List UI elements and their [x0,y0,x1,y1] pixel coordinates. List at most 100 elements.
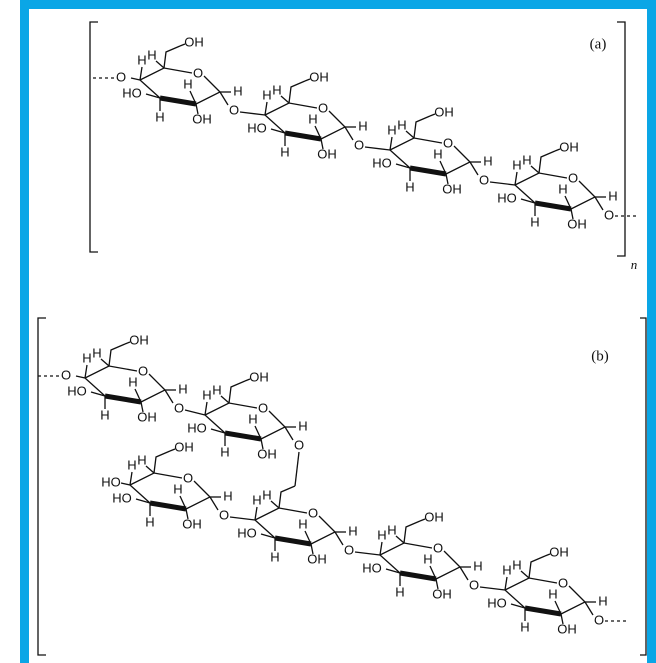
atom-label: H [348,523,357,538]
atom-label: H [183,76,192,91]
atom-label: OH [192,111,212,126]
atom-label: H [137,452,146,467]
ring-bond-bold [525,608,561,614]
atom-label: OH [557,621,577,636]
atom-label: HO [362,560,382,575]
bond [380,542,382,555]
glycosidic-bond [230,517,255,520]
atom-label: H [223,488,232,503]
atom-label: H [483,153,492,168]
frame-left [20,0,29,663]
bond [205,402,207,415]
atom-label: H [100,407,109,422]
atom-label: O [174,400,184,415]
glycosidic-bond [185,410,205,415]
ring-bond-bold [535,203,571,209]
glycosidic-bond [355,552,380,555]
atom-label: H [280,144,289,159]
atom-label: H [233,83,242,98]
atom-label: HO [67,383,87,398]
atom-label: H [473,558,482,573]
atom-label: OH [182,516,202,531]
atom-label: H [137,52,146,67]
bond [345,127,353,140]
atom-label: O [354,137,364,152]
atom-label: OH [257,446,277,461]
atom-label: OH [184,34,204,49]
atom-label: OH [442,181,462,196]
bond [470,162,478,175]
atom-label: OH [129,332,149,347]
atom-label: O [193,65,203,80]
atom-label: OH [559,139,579,154]
bracket-right [617,22,625,256]
atom-label: H [423,551,432,566]
atom-label: H [512,157,521,172]
atom-label: H [308,111,317,126]
atom-label: O [318,100,328,115]
atom-label: H [82,350,91,365]
atom-label: O [308,505,318,520]
ring-bond-bold [285,133,321,139]
bond [265,102,267,115]
atom-label: HO [101,474,121,489]
atom-label: H [397,117,406,132]
atom-label: H [298,418,307,433]
atom-label: H [512,557,521,572]
atom-label: O [294,437,304,452]
bond [130,472,132,485]
bond [460,567,468,580]
bond [335,532,343,545]
atom-label: H [520,619,529,634]
atom-label: H [252,492,261,507]
atom-label: H [262,487,271,502]
bond [165,390,173,403]
atom-label: H [178,381,187,396]
atom-label: O [138,363,148,378]
atom-label: OH [137,409,157,424]
bond [156,61,164,68]
bond [221,396,229,403]
bond [131,78,140,80]
atom-label: O [568,170,578,185]
ring-bond-bold [400,573,436,579]
bond [210,497,218,510]
atom-label: O [61,367,71,382]
atom-label: OH [317,146,337,161]
bond [255,507,257,520]
atom-label: OH [307,551,327,566]
glycosidic-bond [365,147,390,150]
ch2-bond [404,521,420,543]
bond [285,427,293,440]
atom-label: OH [424,509,444,524]
atom-label: O [469,577,479,592]
atom-label: O [594,612,604,627]
ring-bond-bold [275,538,311,544]
atom-label: H [220,444,229,459]
frame-right [647,0,656,663]
ch2-bond [109,344,125,366]
atom-label: OH [174,439,194,454]
atom-label: O [479,172,489,187]
bond [515,172,517,185]
glycosidic-bond [490,182,515,185]
atom-label: HO [487,595,507,610]
atom-label: H [173,481,182,496]
atom-label: H [248,411,257,426]
atom-label: H [530,214,539,229]
bracket-left [38,318,46,655]
atom-label: H [558,181,567,196]
bond [85,365,87,378]
panel-label: (a) [590,36,607,52]
atom-label: H [387,522,396,537]
panel-label: (b) [591,348,609,364]
atom-label: O [344,542,354,557]
glycosidic-bond [480,587,505,590]
ch2-bond [164,46,180,68]
bond [595,197,603,210]
atom-label: H [212,382,221,397]
atom-label: O [229,102,239,117]
atom-label: H [433,146,442,161]
ring-bond-bold [105,396,141,402]
atom-label: H [202,387,211,402]
